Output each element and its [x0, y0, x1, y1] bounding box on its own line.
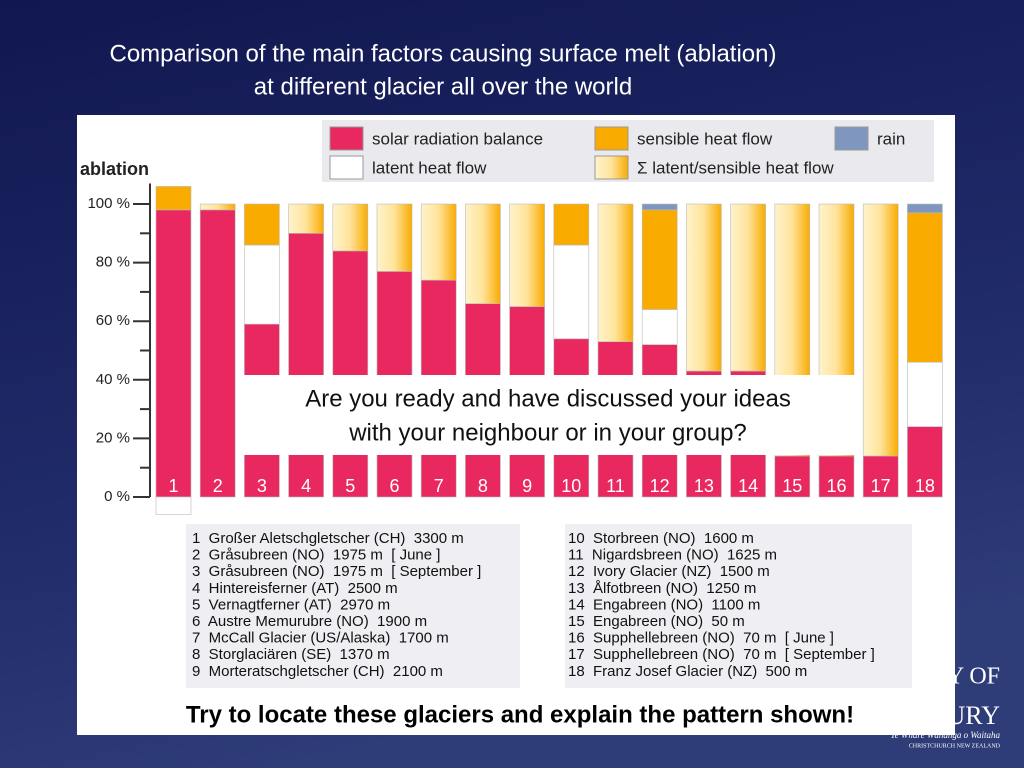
- bar-segment: [597, 203, 634, 343]
- logo-text: Te Whare Wānanga o Waitaha: [890, 730, 1000, 740]
- prompt-text: Are you ready and have discussed your id…: [305, 385, 791, 412]
- legend-label: Σ latent/sensible heat flow: [637, 158, 834, 177]
- logo-text: TY OF: [932, 664, 1000, 690]
- x-tick-label: 9: [522, 476, 532, 496]
- y-axis-label: ablation: [80, 159, 149, 179]
- x-tick-label: 1: [168, 476, 178, 496]
- y-tick-label: 80 %: [96, 254, 130, 271]
- bar-segment: [155, 209, 192, 498]
- bar-segment: [907, 361, 943, 427]
- x-tick-label: 7: [434, 476, 444, 496]
- list-item: 15 Engabreen (NO) 50 m: [568, 613, 745, 630]
- bar-segment: [155, 496, 192, 515]
- legend-swatch: [594, 126, 629, 151]
- x-tick-label: 2: [213, 476, 223, 496]
- x-tick-label: 4: [301, 476, 311, 496]
- legend-label: sensible heat flow: [637, 129, 773, 148]
- x-tick-label: 3: [257, 476, 267, 496]
- list-item: 9 Morteratschgletscher (CH) 2100 m: [192, 663, 443, 680]
- bar-segment: [199, 203, 236, 211]
- prompt-box: [238, 375, 857, 455]
- list-box: [186, 524, 520, 688]
- bar-segment: [288, 203, 324, 234]
- list-item: 1 Großer Aletschgletscher (CH) 3300 m: [192, 530, 464, 547]
- legend-swatch: [834, 126, 869, 151]
- list-item: 2 Gråsubreen (NO) 1975 m [ June ]: [192, 547, 440, 564]
- legend-swatch: [329, 155, 364, 180]
- x-tick-label: 6: [389, 476, 399, 496]
- bar-segment: [244, 203, 280, 246]
- bar-segment: [907, 426, 943, 498]
- bar-segment: [862, 203, 899, 457]
- x-tick-label: 10: [561, 476, 581, 496]
- bar-segment: [553, 244, 590, 340]
- bar-segment: [907, 203, 943, 214]
- list-item: 5 Vernagtferner (AT) 2970 m: [192, 596, 390, 613]
- x-tick-label: 8: [478, 476, 488, 496]
- bar-segment: [774, 455, 811, 498]
- x-tick-label: 14: [738, 476, 758, 496]
- x-tick-label: 11: [606, 476, 625, 496]
- y-tick-label: 40 %: [96, 371, 130, 388]
- x-tick-label: 18: [915, 476, 935, 496]
- list-item: 8 Storglaciären (SE) 1370 m: [192, 646, 390, 663]
- bar-segment: [907, 212, 943, 363]
- footer-text: Try to locate these glaciers and explain…: [186, 701, 854, 728]
- prompt-text: with your neighbour or in your group?: [348, 419, 747, 446]
- list-item: 18 Franz Josef Glacier (NZ) 500 m: [568, 663, 807, 680]
- bar-segment: [199, 209, 236, 498]
- list-item: 12 Ivory Glacier (NZ) 1500 m: [568, 563, 770, 580]
- title-line: at different glacier all over the world: [254, 73, 632, 100]
- list-item: 4 Hintereisferner (AT) 2500 m: [192, 580, 398, 597]
- list-item: 3 Gråsubreen (NO) 1975 m [ September ]: [192, 563, 481, 580]
- title-line: Comparison of the main factors causing s…: [110, 40, 777, 67]
- y-tick-label: 100 %: [87, 195, 130, 212]
- bar-segment: [332, 203, 369, 252]
- bar-segment: [155, 186, 192, 211]
- list-item: 7 McCall Glacier (US/Alaska) 1700 m: [192, 630, 449, 647]
- bar-segment: [686, 203, 722, 372]
- x-tick-label: 17: [871, 476, 891, 496]
- x-tick-label: 15: [782, 476, 802, 496]
- list-item: 10 Storbreen (NO) 1600 m: [568, 530, 754, 547]
- y-tick-label: 0 %: [104, 488, 130, 505]
- list-item: 16 Supphellebreen (NO) 70 m [ June ]: [568, 630, 834, 647]
- y-tick-label: 20 %: [96, 429, 130, 446]
- list-item: 17 Supphellebreen (NO) 70 m [ September …: [568, 646, 875, 663]
- logo-text: CHRISTCHURCH NEW ZEALAND: [909, 743, 1001, 749]
- legend-label: rain: [877, 129, 905, 148]
- bar-segment: [465, 203, 501, 304]
- bar-segment: [288, 233, 324, 498]
- list-item: 6 Austre Memurubre (NO) 1900 m: [192, 613, 427, 630]
- y-tick-label: 60 %: [96, 312, 130, 329]
- bar-segment: [509, 203, 545, 307]
- legend-label: latent heat flow: [372, 158, 487, 177]
- list-item: 11 Nigardsbreen (NO) 1625 m: [568, 547, 777, 564]
- x-tick-label: 16: [826, 476, 846, 496]
- bar-segment: [244, 244, 280, 325]
- bar-segment: [553, 203, 590, 246]
- list-item: 14 Engabreen (NO) 1100 m: [568, 596, 760, 613]
- legend-swatch: [329, 126, 364, 151]
- bar-segment: [730, 203, 766, 372]
- x-tick-label: 5: [345, 476, 355, 496]
- bar-segment: [641, 309, 678, 345]
- bar-segment: [641, 203, 678, 211]
- bar-segment: [420, 203, 457, 281]
- glacier-list: 1 Großer Aletschgletscher (CH) 3300 m2 G…: [192, 530, 875, 680]
- legend-label: solar radiation balance: [372, 129, 543, 148]
- list-box: [565, 524, 912, 688]
- plot: 0 %20 %40 %60 %80 %100 %1 2 3 4 5 6 7 8 9 10 11 12 1…: [87, 126, 943, 515]
- list-item: 13 Ålfotbreen (NO) 1250 m: [568, 580, 756, 597]
- bar-segment: [641, 209, 678, 310]
- logo-text: BURY: [929, 701, 1000, 730]
- bar-segment: [376, 203, 413, 272]
- bar-segment: [332, 250, 369, 498]
- bar-segment: [862, 455, 899, 498]
- x-tick-label: 12: [650, 476, 670, 496]
- legend-swatch: [594, 155, 629, 180]
- x-tick-label: 13: [694, 476, 714, 496]
